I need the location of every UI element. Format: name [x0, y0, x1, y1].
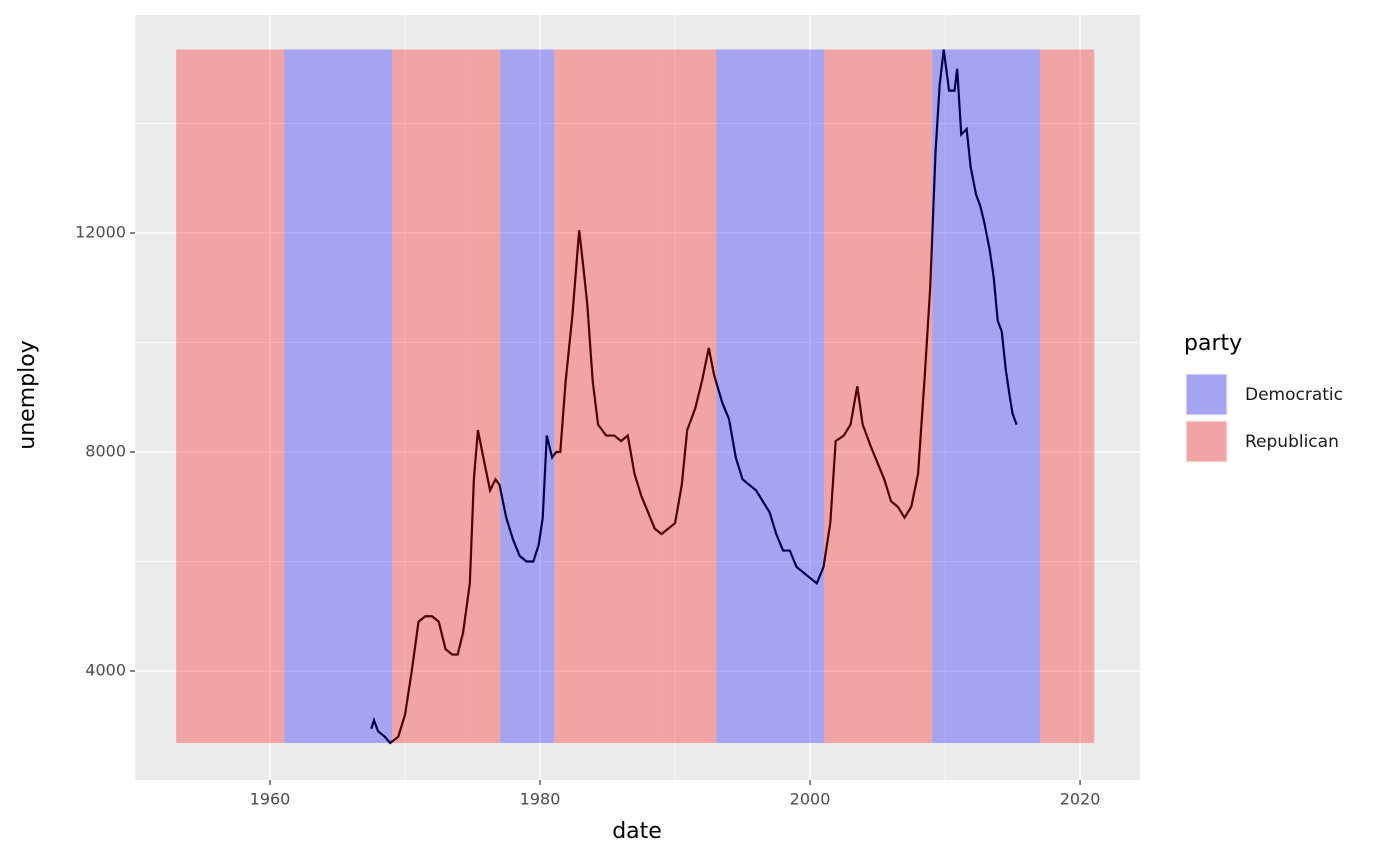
x-tick-label: 1980: [520, 790, 561, 809]
legend-key-bg: [1185, 373, 1228, 416]
party-band: [322, 49, 393, 743]
party-band: [932, 49, 1041, 743]
legend-label: Republican: [1245, 432, 1339, 452]
party-band: [824, 49, 933, 743]
x-tick-label: 2000: [790, 790, 831, 809]
line: [370, 49, 1018, 745]
party-band: [176, 49, 285, 743]
y-tick-label: 4000: [85, 660, 126, 679]
party-band: [500, 49, 555, 743]
x-axis-title: date: [612, 819, 662, 844]
x-tick-label: 2020: [1060, 790, 1101, 809]
party-band: [554, 49, 663, 743]
legend-key: [1185, 373, 1228, 416]
party-band: [662, 49, 717, 743]
party-band: [467, 49, 501, 743]
party-band: [1040, 49, 1095, 743]
legend-key: [1185, 420, 1228, 463]
legend-key-bg: [1185, 420, 1228, 463]
party-band: [716, 49, 825, 743]
y-tick-label: 8000: [85, 442, 126, 461]
panel: [135, 15, 1140, 780]
y-tick-label: 12000: [75, 223, 126, 242]
y-axis-title: unemploy: [15, 340, 40, 449]
party-band: [392, 49, 468, 743]
legend-label: Democratic: [1245, 385, 1343, 405]
x-tick-label: 1960: [250, 790, 291, 809]
party-band: [284, 49, 323, 743]
legend-title: party: [1184, 331, 1242, 356]
